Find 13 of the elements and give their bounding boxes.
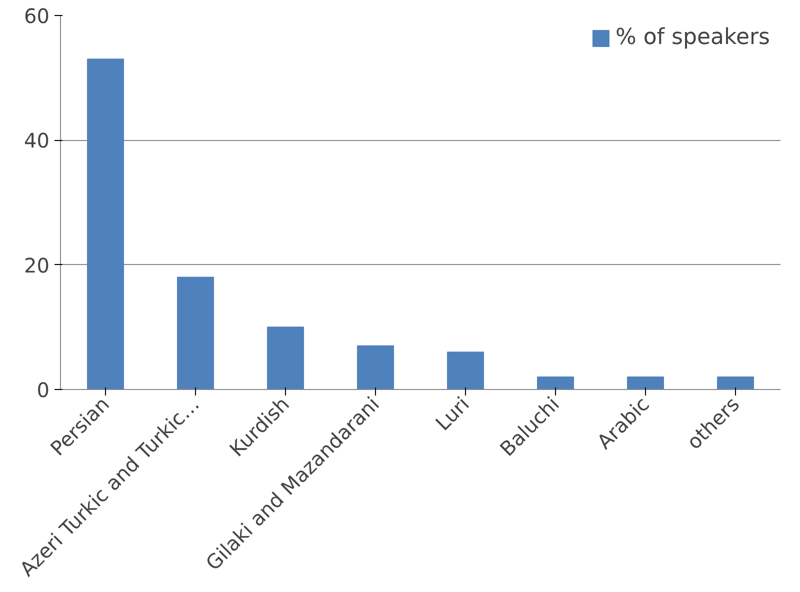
legend-label: % of speakers bbox=[615, 25, 770, 50]
bar bbox=[447, 352, 484, 390]
y-tick-label: 0 bbox=[36, 378, 50, 402]
bar bbox=[357, 345, 394, 390]
bar bbox=[717, 376, 754, 390]
y-tick-label: 40 bbox=[24, 128, 50, 153]
y-tick-label: 20 bbox=[24, 253, 50, 278]
bar bbox=[87, 58, 124, 390]
bar bbox=[537, 376, 574, 390]
bar bbox=[267, 326, 304, 390]
bar bbox=[177, 276, 214, 390]
bar bbox=[627, 376, 664, 390]
y-tick-label: 60 bbox=[24, 4, 50, 28]
